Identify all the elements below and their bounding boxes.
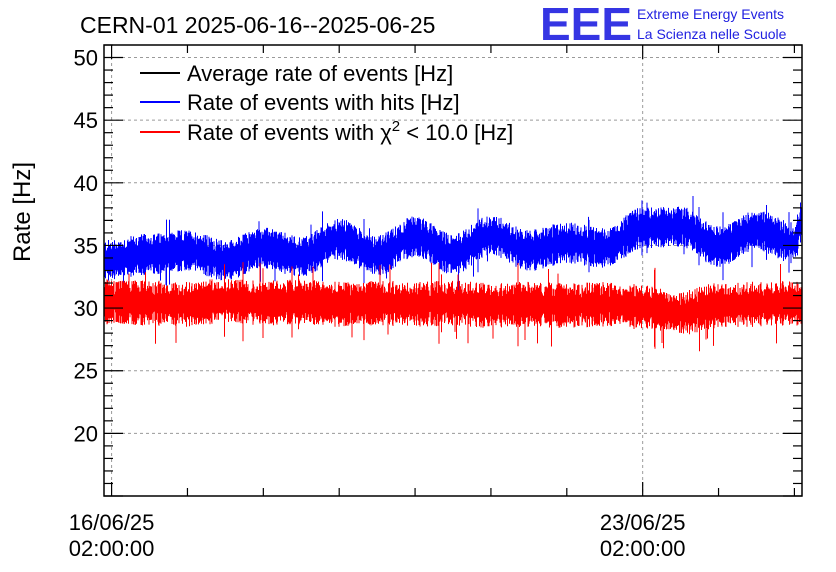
y-axis-label: Rate [Hz]: [9, 162, 36, 262]
legend-label: Rate of events with χ2 < 10.0 [Hz]: [187, 118, 513, 145]
legend: Average rate of events [Hz] Rate of event…: [140, 61, 513, 145]
y-tick-label: 35: [74, 233, 98, 258]
legend-label: Rate of events with hits [Hz]: [187, 90, 460, 115]
x-tick-label-date: 16/06/25: [69, 510, 155, 535]
y-tick-label: 40: [74, 171, 98, 196]
axis-ticks: 2025303540455016/06/2502:00:0023/06/2502…: [69, 46, 686, 561]
x-tick-label-time: 02:00:00: [69, 536, 155, 561]
series-noise: [103, 196, 803, 292]
y-tick-label: 25: [74, 359, 98, 384]
y-tick-label: 50: [74, 46, 98, 71]
y-tick-label: 20: [74, 421, 98, 446]
org-name-line2: La Scienza nelle Scuole: [637, 26, 787, 42]
y-tick-label: 45: [74, 108, 98, 133]
plot-frame: [103, 44, 803, 497]
series-layer: [103, 196, 803, 352]
series-hits-rate: [103, 196, 803, 292]
org-name-line1: Extreme Energy Events: [637, 6, 784, 22]
chart-title: CERN-01 2025-06-16--2025-06-25: [80, 12, 435, 38]
x-tick-label-time: 02:00:00: [600, 536, 686, 561]
y-tick-label: 30: [74, 296, 98, 321]
x-tick-label-date: 23/06/25: [600, 510, 686, 535]
eee-logo: EEE: [540, 0, 632, 50]
legend-label: Average rate of events [Hz]: [187, 61, 453, 86]
